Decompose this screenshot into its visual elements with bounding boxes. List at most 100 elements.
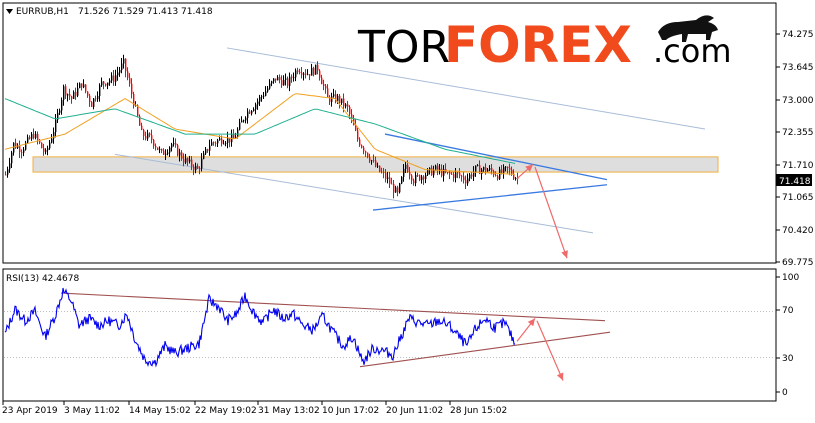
rsi-lower-trendline (359, 331, 611, 368)
candle-body (77, 88, 79, 96)
candle-body (203, 153, 205, 159)
price-tick-label: 73.645 (782, 63, 814, 73)
candle-body (415, 174, 417, 184)
candle-body (65, 86, 67, 96)
candle-body (467, 178, 469, 184)
candle-body (339, 95, 341, 103)
candle-body (63, 86, 65, 100)
candle-body (257, 101, 259, 105)
candle-body (223, 143, 225, 145)
candle-body (129, 77, 131, 84)
candle-body (195, 165, 197, 171)
candle-body (187, 158, 189, 162)
rsi-label: RSI(13) 42.4678 (6, 274, 79, 284)
candle-body (99, 85, 101, 96)
candle-body (93, 98, 95, 107)
candle-body (371, 160, 373, 162)
candle-body (419, 175, 421, 181)
candle-body (55, 119, 57, 133)
rsi-forecast-up-arrow-head (527, 318, 535, 327)
candle-body (87, 91, 89, 96)
price-axis: 74.275 73.645 73.000 72.355 71.710 71.06… (776, 30, 814, 268)
candle-body (355, 125, 357, 131)
candle-body (189, 159, 191, 162)
candle-body (209, 145, 211, 151)
price-tick-label: 72.355 (782, 128, 814, 138)
candle-body (245, 117, 247, 121)
candle-body (421, 176, 423, 181)
candle-body (175, 143, 177, 146)
candle-body (207, 149, 209, 151)
symbol-dropdown-icon[interactable] (6, 9, 13, 14)
time-tick-label: 23 Apr 2019 (2, 406, 58, 416)
candle-body (323, 84, 325, 86)
candle-body (447, 172, 449, 173)
candle-body (289, 76, 291, 86)
candle-body (273, 78, 275, 82)
candle-body (193, 166, 195, 171)
candle-body (17, 146, 19, 148)
candle-body (513, 174, 515, 179)
candle-body (95, 98, 97, 100)
candle-body (29, 137, 31, 139)
triangle-upper-trendline (384, 133, 608, 181)
candle-body (331, 96, 333, 102)
candle-body (235, 136, 237, 139)
candle-body (293, 77, 295, 79)
rsi-tick-label: 0 (782, 388, 788, 398)
candle-body (515, 178, 517, 179)
candle-body (149, 133, 151, 136)
candle-body (341, 98, 343, 103)
candle-body (47, 148, 49, 151)
channel-lower-trendline (114, 153, 594, 234)
candle-body (279, 77, 281, 81)
ma-slow-line (4, 98, 516, 164)
candle-body (423, 176, 425, 180)
candle-body (197, 165, 199, 169)
candle-body (337, 95, 339, 102)
candle-body (69, 94, 71, 97)
candle-body (213, 142, 215, 144)
candle-body (497, 175, 499, 179)
candle-body (383, 172, 385, 174)
candle-body (185, 158, 187, 163)
candle-body (409, 171, 411, 176)
candle-body (301, 72, 303, 75)
rsi-panel-frame (2, 268, 777, 402)
candle-body (359, 139, 361, 146)
candle-body (443, 168, 445, 176)
candle-body (277, 77, 279, 81)
time-tick-label: 10 Jun 17:02 (322, 406, 379, 416)
candle-body (117, 72, 119, 76)
candle-body (131, 83, 133, 95)
candle-body (363, 147, 365, 152)
candle-body (49, 142, 51, 149)
candle-body (205, 149, 207, 154)
candle-body (9, 163, 11, 170)
torforex-logo: TOR FOREX .com (357, 15, 732, 74)
candle-body (433, 169, 435, 176)
ohlc-values: 71.526 71.529 71.413 71.418 (78, 7, 213, 17)
candle-body (407, 164, 409, 172)
candle-body (105, 83, 107, 86)
symbol-label: EURRUB,H1 (16, 7, 69, 17)
candle-body (85, 84, 87, 92)
candle-body (111, 75, 113, 81)
candle-body (309, 74, 311, 76)
candle-body (495, 174, 497, 176)
forecast-up-arrow-head (525, 164, 533, 172)
candle-body (199, 168, 201, 170)
candle-body (297, 70, 299, 72)
candle-body (291, 76, 293, 79)
candle-body (435, 165, 437, 170)
candle-body (143, 129, 145, 137)
main-panel-frame (2, 2, 777, 264)
candle-body (393, 183, 395, 193)
candle-body (115, 75, 117, 82)
candle-body (413, 180, 415, 184)
candle-body (451, 173, 453, 175)
candle-body (127, 71, 129, 78)
